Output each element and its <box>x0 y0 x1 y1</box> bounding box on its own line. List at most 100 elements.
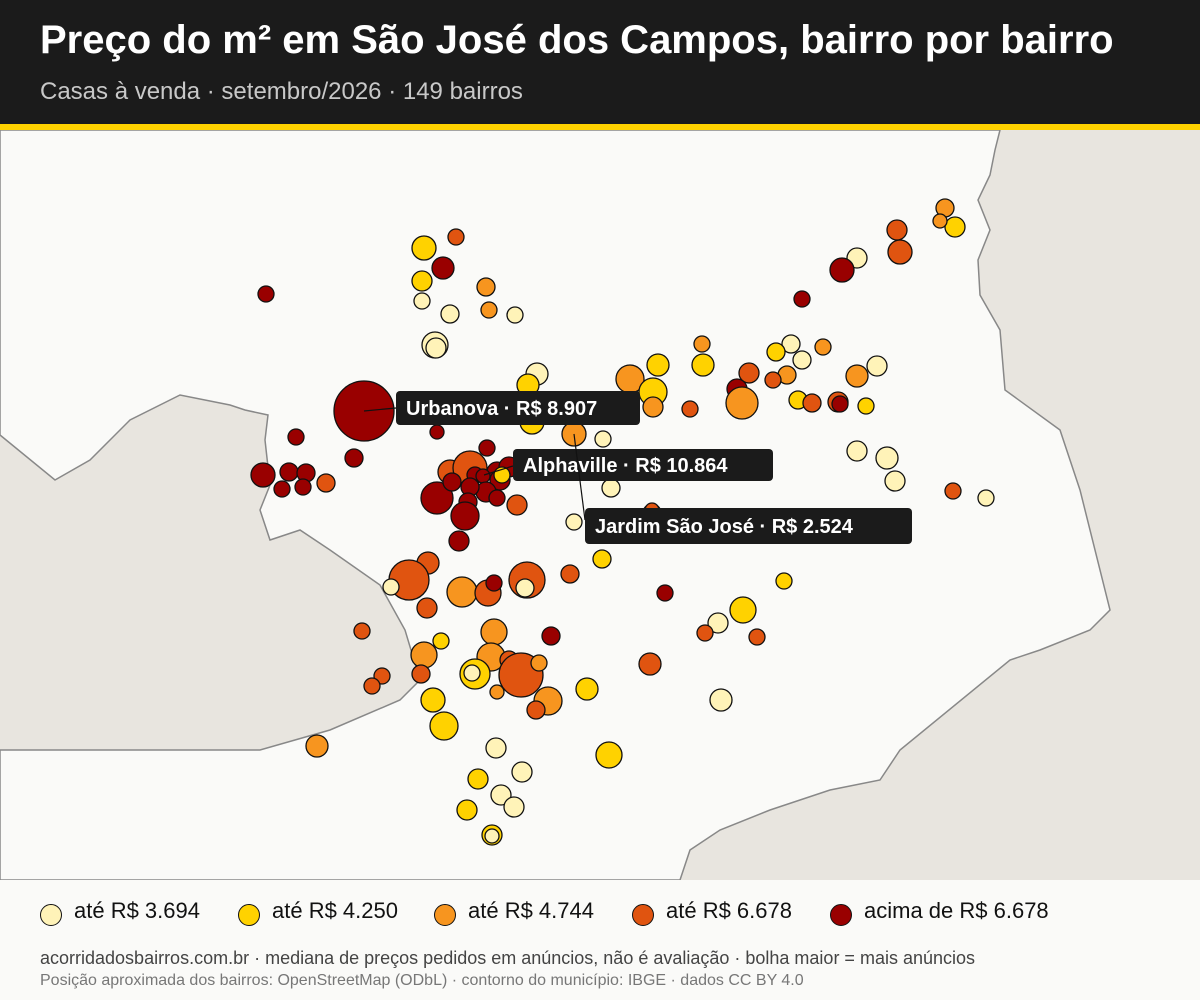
neighborhood-bubble <box>411 270 433 292</box>
neighborhood-bubble <box>845 364 869 388</box>
legend-swatch <box>434 904 456 926</box>
neighborhood-bubble <box>485 574 503 592</box>
neighborhood-bubble <box>829 257 855 283</box>
neighborhood-bubble <box>257 285 275 303</box>
neighborhood-bubble <box>693 335 711 353</box>
callout-label: Jardim São José · R$ 2.524 <box>595 516 854 538</box>
callout-jardim-sao-jose: Jardim São José · R$ 2.524 <box>573 433 912 544</box>
neighborhood-bubble <box>448 530 470 552</box>
callout-box <box>396 391 640 425</box>
neighborhood-bubble <box>592 549 612 569</box>
neighborhood-bubble <box>884 470 906 492</box>
neighborhood-bubble <box>480 301 498 319</box>
neighborhood-bubble <box>456 799 478 821</box>
neighborhood-bubble <box>316 473 336 493</box>
page-subtitle: Casas à venda · setembro/2026 · 149 bair… <box>40 78 523 105</box>
neighborhood-bubble <box>488 489 506 507</box>
neighborhood-bubble <box>814 338 832 356</box>
neighborhood-bubble <box>511 761 533 783</box>
neighborhood-bubble <box>467 768 489 790</box>
neighborhood-bubble <box>432 632 450 650</box>
legend-label: acima de R$ 6.678 <box>864 898 1049 923</box>
legend-label: até R$ 6.678 <box>666 898 792 923</box>
neighborhood-bubble <box>709 688 733 712</box>
neighborhood-bubble <box>977 489 995 507</box>
legend-swatch <box>632 904 654 926</box>
accent-stripe <box>0 124 1200 130</box>
neighborhood-bubble <box>656 584 674 602</box>
neighborhood-bubble <box>775 572 793 590</box>
municipality-boundary <box>0 130 1111 880</box>
neighborhood-bubble <box>478 439 496 457</box>
neighborhood-bubble <box>595 741 623 769</box>
callout-box <box>513 449 773 481</box>
neighborhood-bubble <box>506 494 528 516</box>
neighborhood-bubble <box>413 292 431 310</box>
neighborhood-bubble <box>353 622 371 640</box>
neighborhood-bubble <box>363 677 381 695</box>
neighborhood-bubble <box>846 440 868 462</box>
neighborhood-bubble <box>530 654 548 672</box>
callout-leader-line <box>483 465 514 476</box>
neighborhood-bubble <box>506 306 524 324</box>
neighborhood-bubble <box>287 428 305 446</box>
neighborhood-bubble <box>515 578 535 598</box>
neighborhood-bubble <box>450 501 480 531</box>
callout-leader-line <box>363 407 397 412</box>
legend-swatch <box>238 904 260 926</box>
neighborhood-bubble <box>565 513 583 531</box>
neighborhood-map: Urbanova · R$ 8.907 Alphaville · R$ 10.86… <box>0 130 1200 880</box>
footer-source: acorridadosbairros.com.br · mediana de p… <box>40 948 976 968</box>
neighborhood-bubble <box>802 393 822 413</box>
neighborhood-bubble <box>857 397 875 415</box>
neighborhood-bubble <box>738 362 760 384</box>
neighborhood-bubble <box>932 213 948 229</box>
neighborhood-bubble <box>485 737 507 759</box>
neighborhood-bubble <box>725 386 759 420</box>
neighborhood-bubble <box>575 677 599 701</box>
neighborhood-bubble <box>294 478 312 496</box>
neighborhood-bubble <box>476 277 496 297</box>
neighborhood-bubble <box>601 478 621 498</box>
neighborhood-bubble <box>411 235 437 261</box>
neighborhood-bubble <box>886 219 908 241</box>
footer-credits: Posição aproximada dos bairros: OpenStre… <box>40 972 804 989</box>
callout-alphaville: Alphaville · R$ 10.864 <box>483 449 773 481</box>
neighborhood-bubble <box>707 612 729 634</box>
header: Preço do m² em São José dos Campos, bair… <box>0 0 1200 124</box>
neighborhood-bubble <box>429 711 459 741</box>
neighborhood-bubble <box>781 334 801 354</box>
neighborhood-bubble <box>638 652 662 676</box>
neighborhood-bubble <box>463 664 481 682</box>
neighborhood-bubble <box>541 626 561 646</box>
callout-label: Urbanova · R$ 8.907 <box>406 398 597 420</box>
neighborhood-bubble <box>411 664 431 684</box>
neighborhood-bubble <box>691 353 715 377</box>
legend-swatch <box>40 904 62 926</box>
neighborhood-bubble <box>831 395 849 413</box>
neighborhood-bubble <box>526 700 546 720</box>
callout-label: Alphaville · R$ 10.864 <box>523 455 728 477</box>
neighborhood-bubble <box>480 618 508 646</box>
neighborhood-bubble <box>748 628 766 646</box>
neighborhood-bubble <box>729 596 757 624</box>
neighborhood-bubble <box>305 734 329 758</box>
neighborhood-bubble <box>250 462 276 488</box>
neighborhood-bubble <box>594 430 612 448</box>
neighborhood-bubble <box>475 468 491 484</box>
callouts: Urbanova · R$ 8.907 Alphaville · R$ 10.86… <box>363 391 912 544</box>
neighborhood-bubble <box>503 796 525 818</box>
neighborhood-bubble <box>446 576 478 608</box>
neighborhood-bubble <box>866 355 888 377</box>
neighborhood-bubble <box>273 480 291 498</box>
neighborhood-bubble <box>792 350 812 370</box>
neighborhood-bubble <box>382 578 400 596</box>
neighborhood-bubble <box>642 396 664 418</box>
callout-urbanova: Urbanova · R$ 8.907 <box>363 391 640 425</box>
legend-label: até R$ 4.250 <box>272 898 398 923</box>
callout-box <box>585 508 912 544</box>
neighborhood-bubble <box>887 239 913 265</box>
neighborhood-bubble <box>279 462 299 482</box>
neighborhood-bubble <box>484 828 500 844</box>
neighborhood-bubble <box>344 448 364 468</box>
